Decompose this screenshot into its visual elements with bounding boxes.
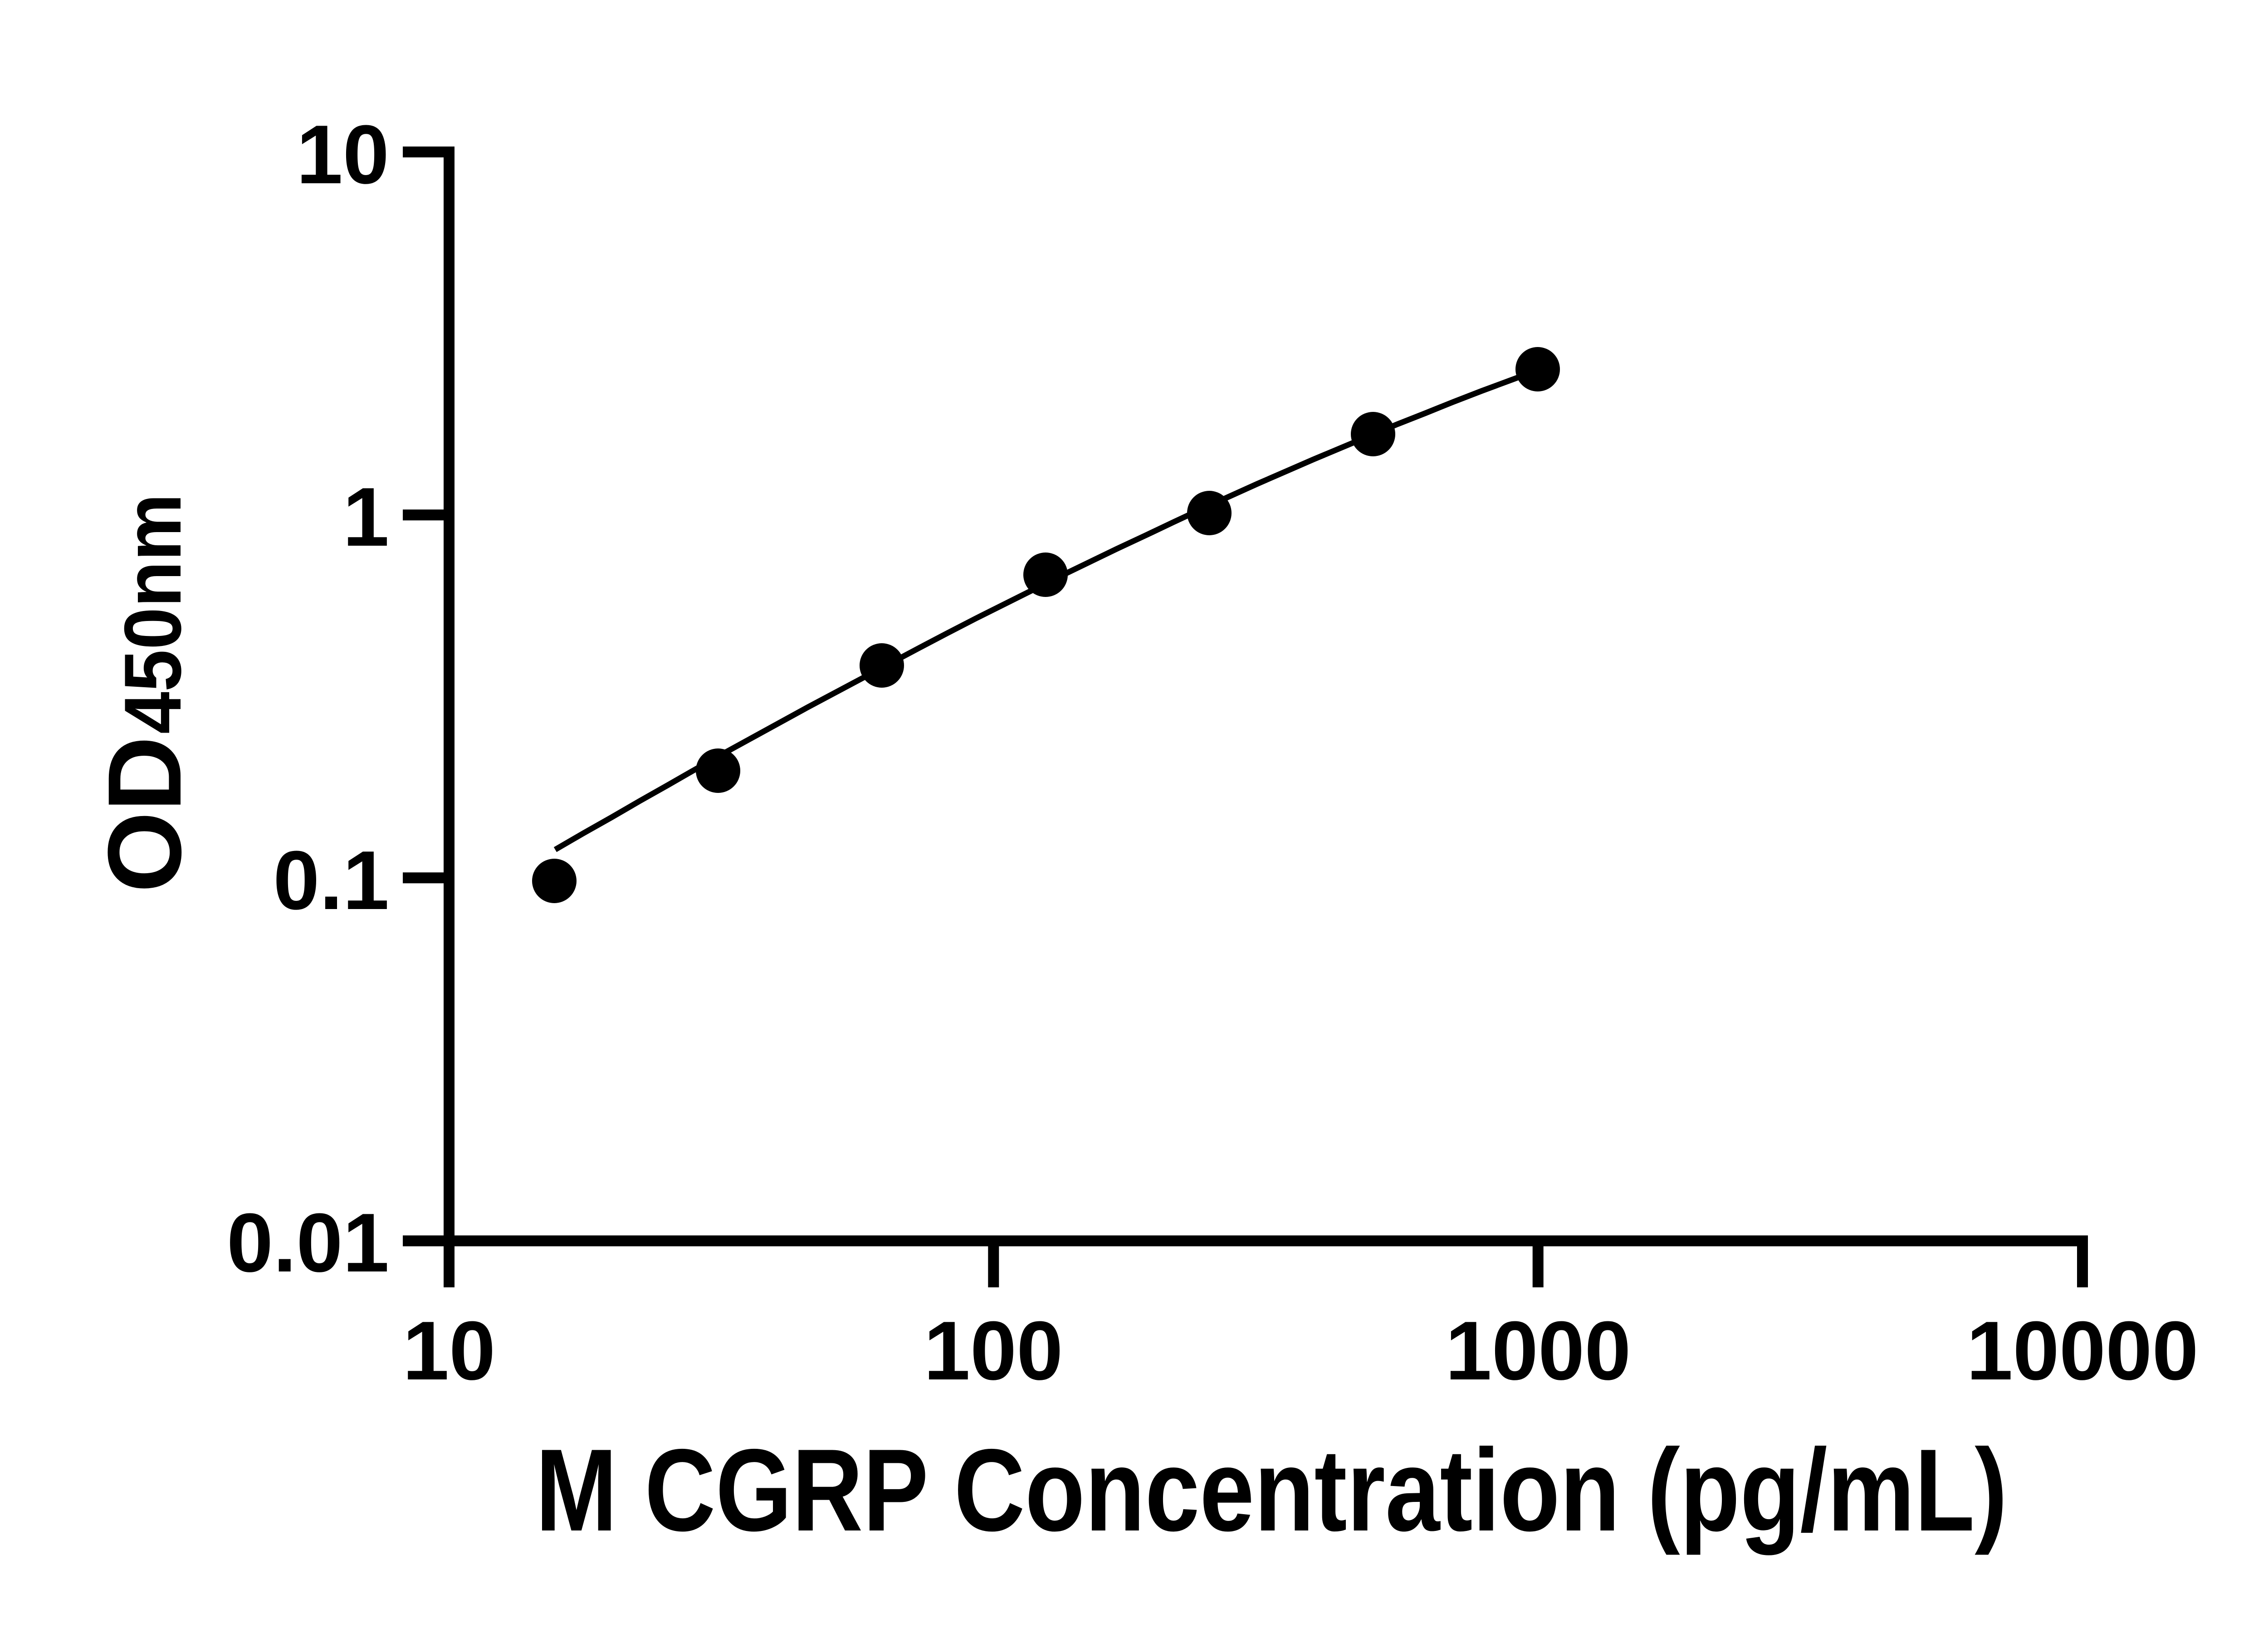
svg-text:M CGRP Concentration (pg/mL): M CGRP Concentration (pg/mL) — [536, 1424, 2008, 1556]
svg-text:0.1: 0.1 — [273, 833, 389, 927]
svg-text:OD: OD — [86, 736, 203, 893]
svg-text:10: 10 — [296, 108, 389, 201]
svg-text:0.01: 0.01 — [227, 1196, 389, 1289]
svg-text:1000: 1000 — [1445, 1304, 1631, 1397]
svg-text:100: 100 — [924, 1304, 1063, 1397]
svg-text:10: 10 — [403, 1304, 496, 1397]
svg-text:450nm: 450nm — [108, 494, 198, 734]
svg-text:10000: 10000 — [1966, 1304, 2199, 1397]
svg-text:1: 1 — [343, 470, 389, 563]
